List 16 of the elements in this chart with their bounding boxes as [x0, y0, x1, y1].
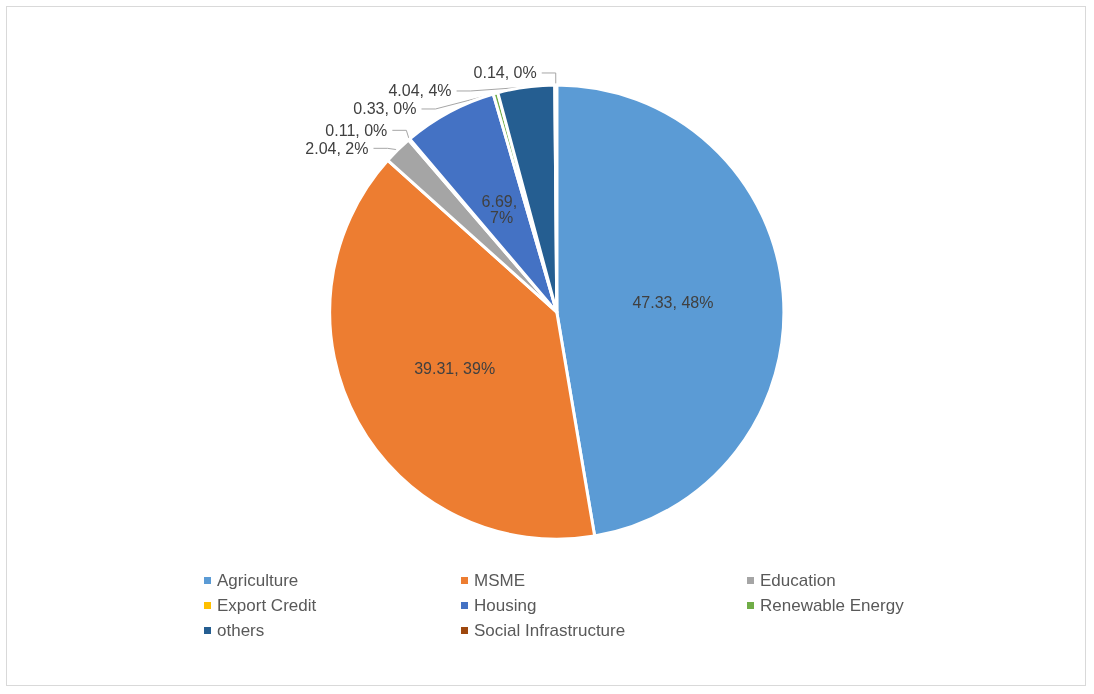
data-label: 2.04, 2%: [305, 139, 369, 157]
data-label: 47.33, 48%: [632, 293, 714, 311]
legend-label: Social Infrastructure: [474, 621, 626, 640]
data-label: 0.11, 0%: [325, 121, 388, 139]
data-label: 4.04, 4%: [388, 82, 452, 100]
legend-label: Export Credit: [217, 596, 317, 615]
data-label: 0.33, 0%: [353, 100, 417, 118]
legend-label: Agriculture: [217, 571, 299, 590]
data-label: 0.14, 0%: [473, 64, 537, 82]
legend-label: others: [217, 621, 265, 640]
legend-label: Housing: [474, 596, 537, 615]
data-label: 39.31, 39%: [414, 359, 496, 377]
legend-label: Renewable Energy: [760, 596, 905, 615]
legend-label: Education: [760, 571, 836, 590]
data-label: 6.69, 7%: [481, 192, 522, 226]
legend-label: MSME: [474, 571, 525, 590]
